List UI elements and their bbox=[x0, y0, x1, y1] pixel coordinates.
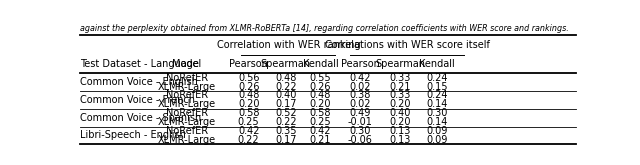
Text: NoRefER: NoRefER bbox=[166, 90, 208, 100]
Text: 0.55: 0.55 bbox=[310, 73, 332, 83]
Text: 0.40: 0.40 bbox=[389, 108, 411, 118]
Text: -0.01: -0.01 bbox=[348, 117, 372, 127]
Text: 0.17: 0.17 bbox=[275, 99, 296, 109]
Text: 0.48: 0.48 bbox=[310, 90, 332, 100]
Text: Correlation with WER ranking: Correlation with WER ranking bbox=[216, 40, 360, 50]
Text: 0.38: 0.38 bbox=[349, 90, 371, 100]
Text: NoRefER: NoRefER bbox=[166, 108, 208, 118]
Text: -0.06: -0.06 bbox=[348, 135, 372, 145]
Text: 0.30: 0.30 bbox=[426, 108, 448, 118]
Text: 0.22: 0.22 bbox=[238, 135, 259, 145]
Text: 0.20: 0.20 bbox=[389, 117, 411, 127]
Text: NoRefER: NoRefER bbox=[166, 73, 208, 83]
Text: Common Voice - French: Common Voice - French bbox=[80, 95, 195, 105]
Text: 0.02: 0.02 bbox=[349, 82, 371, 92]
Text: 0.42: 0.42 bbox=[310, 126, 332, 136]
Text: 0.30: 0.30 bbox=[349, 126, 371, 136]
Text: 0.25: 0.25 bbox=[238, 117, 259, 127]
Text: 0.52: 0.52 bbox=[275, 108, 297, 118]
Text: Pearson: Pearson bbox=[229, 59, 268, 69]
Text: 0.22: 0.22 bbox=[275, 82, 297, 92]
Text: XLMR-Large: XLMR-Large bbox=[157, 99, 216, 109]
Text: 0.26: 0.26 bbox=[310, 82, 332, 92]
Text: 0.14: 0.14 bbox=[426, 99, 448, 109]
Text: 0.58: 0.58 bbox=[238, 108, 259, 118]
Text: against the perplexity obtained from XLMR-RoBERTa [14], regarding correlation co: against the perplexity obtained from XLM… bbox=[80, 24, 569, 33]
Text: 0.09: 0.09 bbox=[426, 135, 448, 145]
Text: 0.56: 0.56 bbox=[238, 73, 259, 83]
Text: 0.35: 0.35 bbox=[275, 126, 296, 136]
Text: 0.17: 0.17 bbox=[275, 135, 296, 145]
Text: 0.15: 0.15 bbox=[426, 82, 448, 92]
Text: Kendall: Kendall bbox=[419, 59, 455, 69]
Text: 0.33: 0.33 bbox=[389, 90, 411, 100]
Text: 0.21: 0.21 bbox=[310, 135, 332, 145]
Text: 0.13: 0.13 bbox=[389, 126, 411, 136]
Text: 0.20: 0.20 bbox=[310, 99, 332, 109]
Text: Spearman: Spearman bbox=[375, 59, 425, 69]
Text: 0.21: 0.21 bbox=[389, 82, 411, 92]
Text: Libri-Speech - English: Libri-Speech - English bbox=[80, 130, 186, 140]
Text: Pearson: Pearson bbox=[341, 59, 380, 69]
Text: 0.02: 0.02 bbox=[349, 99, 371, 109]
Text: 0.22: 0.22 bbox=[275, 117, 297, 127]
Text: XLMR-Large: XLMR-Large bbox=[157, 117, 216, 127]
Text: 0.48: 0.48 bbox=[275, 73, 296, 83]
Text: 0.58: 0.58 bbox=[310, 108, 332, 118]
Text: 0.09: 0.09 bbox=[426, 126, 448, 136]
Text: 0.13: 0.13 bbox=[389, 135, 411, 145]
Text: 0.42: 0.42 bbox=[238, 126, 259, 136]
Text: 0.42: 0.42 bbox=[349, 73, 371, 83]
Text: Model: Model bbox=[172, 59, 201, 69]
Text: XLMR-Large: XLMR-Large bbox=[157, 135, 216, 145]
Text: 0.33: 0.33 bbox=[389, 73, 411, 83]
Text: 0.20: 0.20 bbox=[238, 99, 259, 109]
Text: 0.48: 0.48 bbox=[238, 90, 259, 100]
Text: Common Voice - Spanish: Common Voice - Spanish bbox=[80, 113, 201, 123]
Text: Test Dataset - Language: Test Dataset - Language bbox=[80, 59, 199, 69]
Text: Kendall: Kendall bbox=[303, 59, 339, 69]
Text: Spearman: Spearman bbox=[261, 59, 311, 69]
Text: XLMR-Large: XLMR-Large bbox=[157, 82, 216, 92]
Text: 0.26: 0.26 bbox=[238, 82, 259, 92]
Text: 0.24: 0.24 bbox=[426, 73, 448, 83]
Text: 0.14: 0.14 bbox=[426, 117, 448, 127]
Text: Correlations with WER score itself: Correlations with WER score itself bbox=[325, 40, 490, 50]
Text: NoRefER: NoRefER bbox=[166, 126, 208, 136]
Text: 0.40: 0.40 bbox=[275, 90, 296, 100]
Text: Common Voice - English: Common Voice - English bbox=[80, 77, 198, 87]
Text: 0.20: 0.20 bbox=[389, 99, 411, 109]
Text: 0.24: 0.24 bbox=[426, 90, 448, 100]
Text: 0.25: 0.25 bbox=[310, 117, 332, 127]
Text: 0.49: 0.49 bbox=[349, 108, 371, 118]
